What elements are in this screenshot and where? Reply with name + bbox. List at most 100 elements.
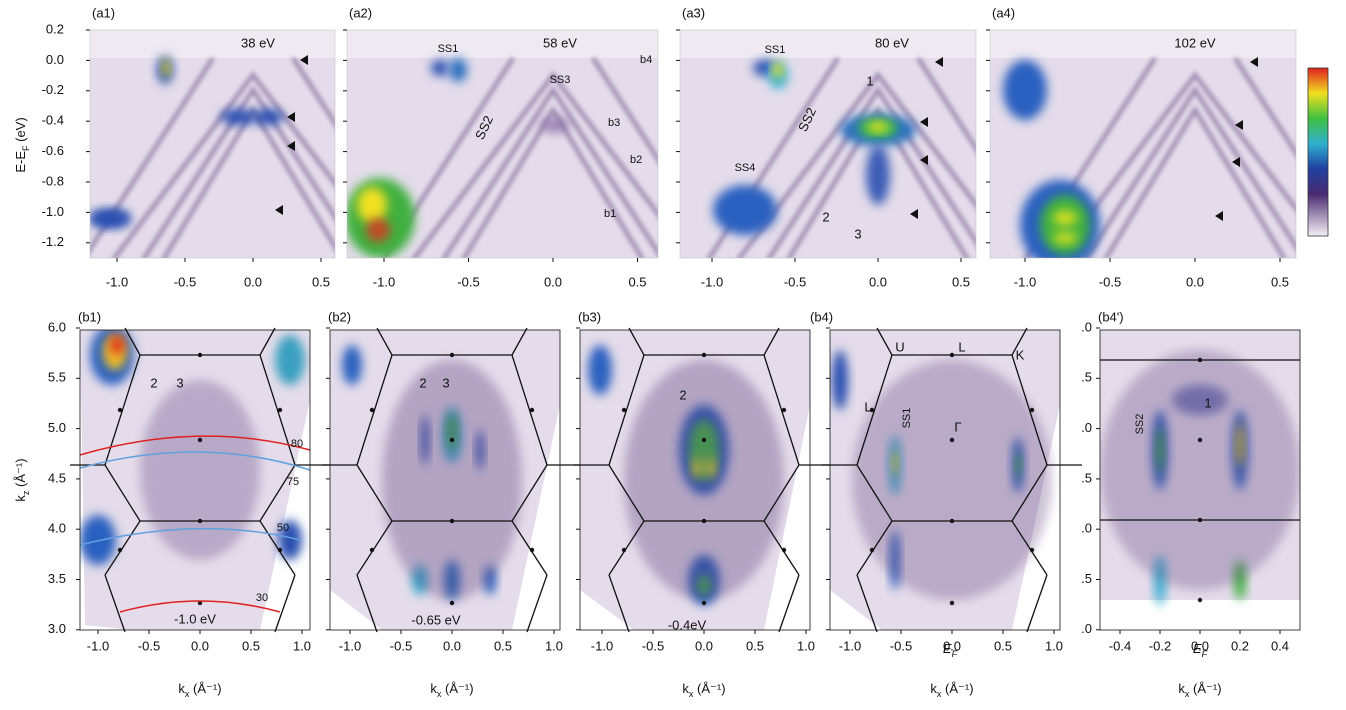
intensity (866, 145, 890, 205)
annotation: 3 (176, 375, 183, 390)
intensity (252, 109, 284, 125)
bz-point (869, 407, 875, 413)
bz-point (621, 547, 627, 553)
band (736, 70, 976, 258)
frame (346, 29, 659, 259)
annotation: b3 (608, 117, 620, 129)
x-tick-label: 0.0 (943, 638, 961, 653)
x-tick-label: 0.0 (1186, 274, 1204, 289)
intensity (624, 360, 784, 600)
annotation: K (1016, 347, 1025, 362)
bz-point (949, 437, 955, 443)
x-tick-label: -1.0 (839, 638, 861, 653)
bz-edge (608, 464, 645, 522)
band (1083, 85, 1296, 258)
x-tick-label: -0.5 (890, 638, 912, 653)
intensity (366, 218, 390, 242)
x-tick-label: 0.5 (1271, 274, 1289, 289)
intensity (713, 185, 777, 235)
annotation: 2 (419, 375, 426, 390)
annotation-main: E (943, 641, 952, 656)
bz-point (277, 407, 283, 413)
above-ef (347, 30, 658, 58)
panel-label: (a2) (349, 5, 372, 20)
band (111, 70, 335, 258)
bz-point (1029, 547, 1035, 553)
x-tick-label: -0.2 (1149, 638, 1171, 653)
bz-point (949, 352, 955, 358)
annotation: SS4 (735, 162, 756, 174)
annotation: 2 (679, 387, 686, 402)
frame (579, 329, 811, 631)
bz-point (869, 547, 875, 553)
bz-edge (356, 464, 393, 522)
bz-point (1197, 597, 1203, 603)
y-tick-label: -0.2 (42, 82, 64, 97)
marker (1215, 211, 1223, 221)
band (441, 85, 658, 258)
label-main: k (13, 495, 28, 502)
panel-image (1100, 330, 1300, 605)
panel-label: (a3) (682, 5, 705, 20)
bz-edge (511, 327, 528, 356)
kz-curve (79, 451, 311, 471)
bz-point (197, 437, 203, 443)
annotation: EF (943, 641, 958, 659)
marker (287, 141, 295, 151)
x-tick-label: 0.5 (952, 274, 970, 289)
annotation: 80 eV (875, 35, 909, 50)
colorbar (1307, 67, 1329, 237)
intensity (140, 380, 260, 560)
annotation-sub: F (1202, 649, 1208, 659)
intensity (540, 117, 570, 133)
bz-point (449, 437, 455, 443)
bz-edge (763, 354, 800, 466)
bz-edge (356, 520, 393, 576)
bz-edge (856, 464, 893, 522)
annotation: 1 (1204, 395, 1211, 410)
annotation: b4 (640, 54, 652, 66)
annotation: b1 (604, 208, 616, 220)
bz-point (621, 407, 627, 413)
bz-point (1029, 407, 1035, 413)
annotation-sub: F (952, 649, 958, 659)
bz-point (369, 407, 375, 413)
y-tick-label: -0.8 (42, 173, 64, 188)
bz-point (701, 437, 707, 443)
bz-edge (526, 574, 548, 633)
y-tick-label: -0.6 (42, 143, 64, 158)
bz-edge (511, 354, 548, 466)
annotation: -0.65 eV (411, 612, 460, 627)
bz-point (949, 600, 955, 606)
panel-image (680, 30, 976, 258)
bz-point (449, 600, 455, 606)
kz-curve (79, 435, 311, 456)
annotation: U (895, 339, 904, 354)
kz-curve (119, 600, 281, 613)
bz-point (197, 352, 203, 358)
x-tick-label: -1.0 (87, 638, 109, 653)
y-tick-label: 0.2 (46, 21, 64, 36)
bz-edge (763, 327, 780, 356)
x-tick-label: 0.0 (869, 274, 887, 289)
x-tick-label: 1.0 (293, 638, 311, 653)
annotation: -0.4eV (668, 617, 707, 632)
bz-point (529, 547, 535, 553)
panel-label: (b4') (1098, 309, 1124, 324)
panel-image (830, 330, 1060, 630)
bz-edge (124, 327, 141, 356)
x-tick-label: 1.0 (1045, 638, 1063, 653)
x-tick-label: -0.5 (138, 638, 160, 653)
bz-edge (259, 464, 296, 522)
intensity (773, 62, 783, 78)
x-tick-label: -0.5 (457, 274, 479, 289)
intensity (852, 360, 1052, 600)
x-tick-label: 0.0 (695, 638, 713, 653)
marker (910, 209, 918, 219)
panel-label: (b2) (328, 309, 351, 324)
x-axis-label: kx (Å⁻¹) (682, 681, 725, 699)
bz-point (117, 407, 123, 413)
y-tick-label: -1.0 (42, 204, 64, 219)
band (766, 85, 976, 258)
above-ef (680, 30, 976, 58)
